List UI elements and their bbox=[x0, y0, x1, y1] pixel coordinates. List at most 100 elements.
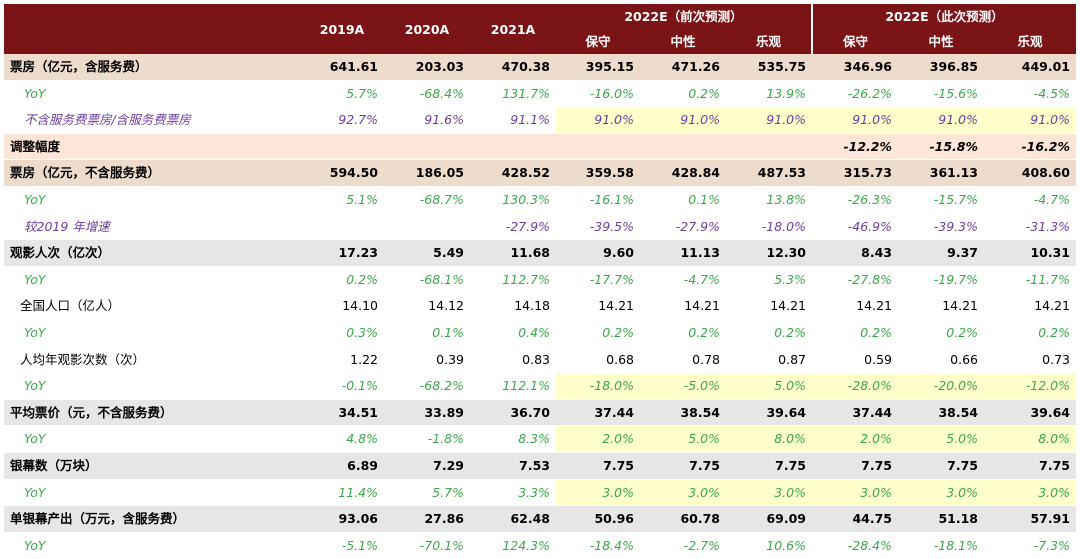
cell: 7.29 bbox=[384, 452, 470, 480]
table-row: YoY 11.4% 5.7% 3.3% 3.0% 3.0% 3.0% 3.0% … bbox=[4, 479, 1076, 507]
cell: 2.0% bbox=[556, 425, 640, 453]
table-row: YoY 0.3% 0.1% 0.4% 0.2% 0.2% 0.2% 0.2% 0… bbox=[4, 319, 1076, 347]
cell: 14.21 bbox=[812, 292, 898, 320]
cell: 7.53 bbox=[470, 452, 556, 480]
cell: 408.60 bbox=[984, 159, 1076, 187]
cell: 594.50 bbox=[300, 159, 384, 187]
cell: 487.53 bbox=[726, 159, 812, 187]
cell: -18.0% bbox=[726, 213, 812, 241]
cell: 14.21 bbox=[556, 292, 640, 320]
cell bbox=[640, 133, 726, 161]
cell: 38.54 bbox=[898, 399, 984, 427]
cell: 38.54 bbox=[640, 399, 726, 427]
header-2021a: 2021A bbox=[470, 4, 556, 54]
cell: 5.1% bbox=[300, 186, 384, 214]
cell bbox=[300, 133, 384, 161]
cell: -27.9% bbox=[470, 213, 556, 241]
cell: 5.7% bbox=[300, 80, 384, 108]
cell: -7.3% bbox=[984, 532, 1076, 559]
cell: 12.30 bbox=[726, 239, 812, 267]
cell bbox=[300, 213, 384, 241]
cell: -68.1% bbox=[384, 266, 470, 294]
cell: 0.1% bbox=[384, 319, 470, 347]
row-label: 较2019 年增速 bbox=[4, 213, 300, 241]
row-label: 票房（亿元，含服务费） bbox=[4, 54, 300, 81]
table-row: 观影人次（亿次） 17.23 5.49 11.68 9.60 11.13 12.… bbox=[4, 239, 1076, 267]
cell: -19.7% bbox=[898, 266, 984, 294]
table-row: 票房（亿元，含服务费） 641.61 203.03 470.38 395.15 … bbox=[4, 54, 1076, 81]
table-row: 平均票价（元，不含服务费） 34.51 33.89 36.70 37.44 38… bbox=[4, 399, 1076, 427]
cell: -27.8% bbox=[812, 266, 898, 294]
cell: -39.5% bbox=[556, 213, 640, 241]
cell: 346.96 bbox=[812, 54, 898, 81]
cell: 4.8% bbox=[300, 425, 384, 453]
cell: 5.3% bbox=[726, 266, 812, 294]
cell: 0.2% bbox=[726, 319, 812, 347]
cell: -0.1% bbox=[300, 372, 384, 400]
table-row: 票房（亿元，不含服务费） 594.50 186.05 428.52 359.58… bbox=[4, 159, 1076, 187]
cell: 7.75 bbox=[640, 452, 726, 480]
cell: 428.84 bbox=[640, 159, 726, 187]
table-row: 调整幅度 -12.2% -15.8% -16.2% bbox=[4, 133, 1076, 161]
cell: 9.60 bbox=[556, 239, 640, 267]
cell: -16.1% bbox=[556, 186, 640, 214]
cell: 131.7% bbox=[470, 80, 556, 108]
cell: 0.2% bbox=[640, 80, 726, 108]
cell: 39.64 bbox=[726, 399, 812, 427]
cell: -26.3% bbox=[812, 186, 898, 214]
cell: 91.0% bbox=[984, 106, 1076, 134]
cell: -18.4% bbox=[556, 532, 640, 559]
cell: -4.7% bbox=[984, 186, 1076, 214]
table-row: YoY -5.1% -70.1% 124.3% -18.4% -2.7% 10.… bbox=[4, 532, 1076, 559]
cell: -27.9% bbox=[640, 213, 726, 241]
cell: 0.3% bbox=[300, 319, 384, 347]
table-header: 2019A 2020A 2021A 2022E（前次预测） 2022E（此次预测… bbox=[4, 4, 1076, 54]
row-label: YoY bbox=[4, 319, 300, 347]
header-scenario-optimistic: 乐观 bbox=[984, 29, 1076, 54]
cell bbox=[470, 133, 556, 161]
cell bbox=[556, 133, 640, 161]
row-label: YoY bbox=[4, 532, 300, 559]
cell: 0.2% bbox=[984, 319, 1076, 347]
cell: 44.75 bbox=[812, 505, 898, 533]
cell: -26.2% bbox=[812, 80, 898, 108]
cell: -12.0% bbox=[984, 372, 1076, 400]
cell: 1.22 bbox=[300, 346, 384, 374]
cell: 14.12 bbox=[384, 292, 470, 320]
cell: -2.7% bbox=[640, 532, 726, 559]
cell: 27.86 bbox=[384, 505, 470, 533]
cell: -5.0% bbox=[640, 372, 726, 400]
table-row: 人均年观影次数（次） 1.22 0.39 0.83 0.68 0.78 0.87… bbox=[4, 346, 1076, 374]
cell: 14.21 bbox=[726, 292, 812, 320]
cell: 0.4% bbox=[470, 319, 556, 347]
cell: 13.8% bbox=[726, 186, 812, 214]
cell: 91.0% bbox=[556, 106, 640, 134]
cell: 10.6% bbox=[726, 532, 812, 559]
cell: 60.78 bbox=[640, 505, 726, 533]
cell: 57.91 bbox=[984, 505, 1076, 533]
cell: -17.7% bbox=[556, 266, 640, 294]
cell: -15.8% bbox=[898, 133, 984, 161]
row-label: YoY bbox=[4, 80, 300, 108]
cell: 91.0% bbox=[640, 106, 726, 134]
cell: 37.44 bbox=[556, 399, 640, 427]
cell: -15.7% bbox=[898, 186, 984, 214]
cell: 470.38 bbox=[470, 54, 556, 81]
cell: 7.75 bbox=[898, 452, 984, 480]
cell: 14.10 bbox=[300, 292, 384, 320]
row-label: YoY bbox=[4, 186, 300, 214]
cell: 91.1% bbox=[470, 106, 556, 134]
cell: 11.4% bbox=[300, 479, 384, 507]
cell: -20.0% bbox=[898, 372, 984, 400]
cell: -16.0% bbox=[556, 80, 640, 108]
cell: 14.21 bbox=[898, 292, 984, 320]
cell: 5.0% bbox=[726, 372, 812, 400]
table-row: YoY 0.2% -68.1% 112.7% -17.7% -4.7% 5.3%… bbox=[4, 266, 1076, 294]
cell: -11.7% bbox=[984, 266, 1076, 294]
cell: -68.4% bbox=[384, 80, 470, 108]
cell: -68.2% bbox=[384, 372, 470, 400]
cell: 0.59 bbox=[812, 346, 898, 374]
cell: 8.43 bbox=[812, 239, 898, 267]
table-row: 不含服务费票房/含服务费票房 92.7% 91.6% 91.1% 91.0% 9… bbox=[4, 106, 1076, 134]
cell: 91.0% bbox=[812, 106, 898, 134]
